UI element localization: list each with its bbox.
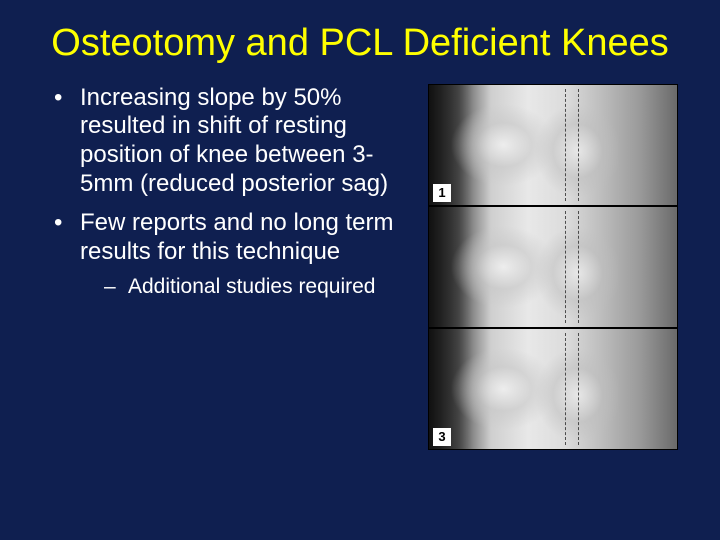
xray-image-1: 1 bbox=[428, 84, 678, 206]
reference-line-icon bbox=[578, 333, 579, 445]
slide-body: Increasing slope by 50% resulted in shif… bbox=[0, 84, 720, 450]
bullet-item: Increasing slope by 50% resulted in shif… bbox=[48, 84, 398, 199]
reference-line-icon bbox=[565, 89, 566, 201]
sub-bullet-item: Additional studies required bbox=[80, 274, 398, 299]
slide-title: Osteotomy and PCL Deficient Knees bbox=[0, 0, 720, 84]
reference-line-icon bbox=[565, 333, 566, 445]
reference-line-icon bbox=[578, 211, 579, 323]
xray-image-2 bbox=[428, 206, 678, 328]
bullet-list: Increasing slope by 50% resulted in shif… bbox=[48, 84, 398, 300]
text-column: Increasing slope by 50% resulted in shif… bbox=[48, 84, 408, 450]
xray-column: 1 3 bbox=[428, 84, 678, 450]
reference-line-icon bbox=[578, 89, 579, 201]
xray-label: 1 bbox=[433, 184, 451, 202]
bullet-text: Few reports and no long term results for… bbox=[80, 209, 394, 265]
reference-line-icon bbox=[565, 211, 566, 323]
xray-image-3: 3 bbox=[428, 328, 678, 450]
sub-bullet-list: Additional studies required bbox=[80, 274, 398, 299]
xray-label: 3 bbox=[433, 428, 451, 446]
bullet-item: Few reports and no long term results for… bbox=[48, 209, 398, 300]
